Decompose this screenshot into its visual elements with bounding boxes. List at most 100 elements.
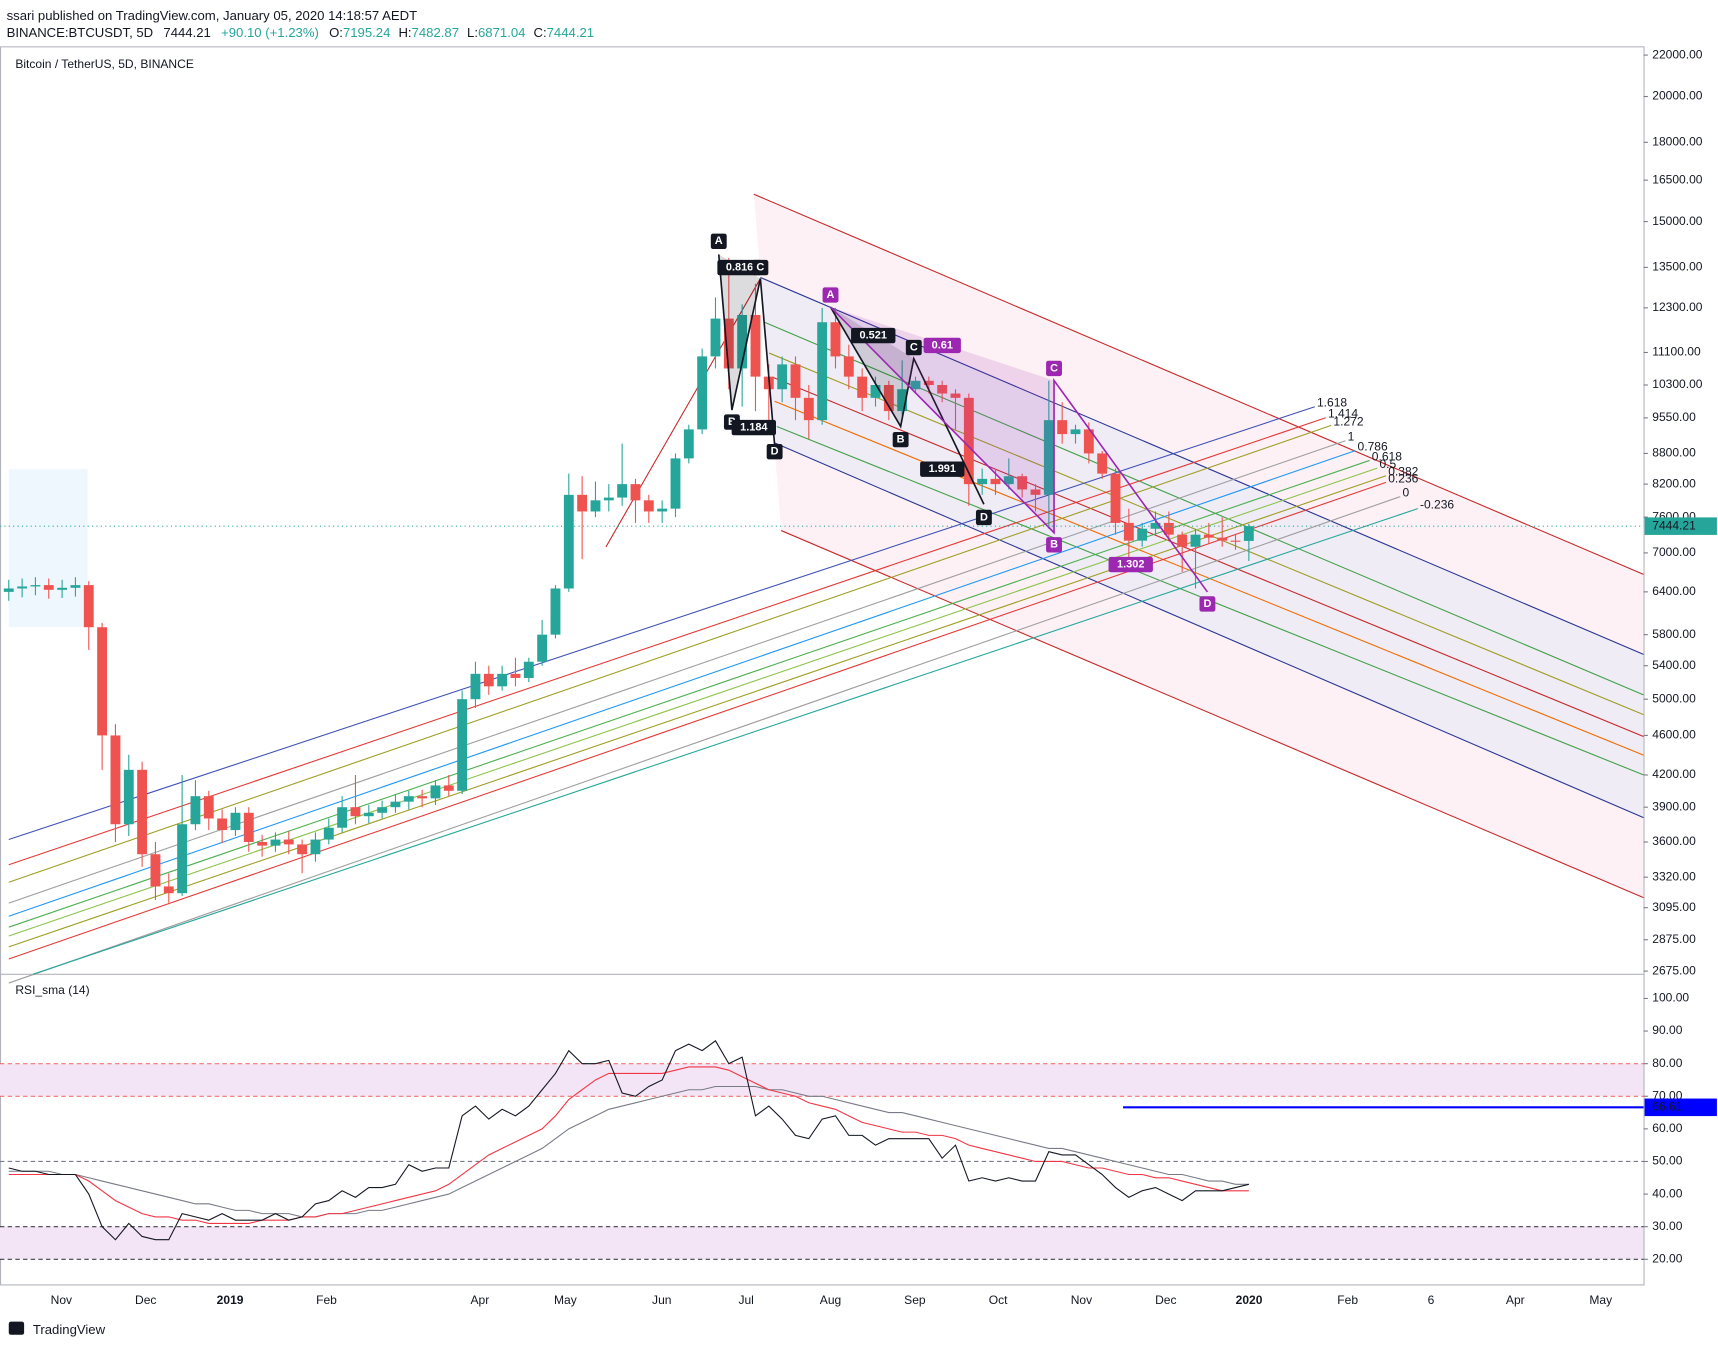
candle-body xyxy=(710,318,721,357)
candle-body xyxy=(283,839,294,845)
candle-body xyxy=(390,801,401,808)
high-value: 7482.87 xyxy=(412,26,459,41)
candle-body xyxy=(1150,522,1161,529)
candle-body xyxy=(1070,429,1081,435)
candle-body xyxy=(697,356,708,430)
candle-body xyxy=(1137,528,1148,541)
candle-body xyxy=(657,508,668,512)
x-tick-label: 2020 xyxy=(1236,1293,1263,1307)
candle-body xyxy=(190,796,201,825)
candle-body xyxy=(1163,522,1174,535)
candle-body xyxy=(737,314,748,369)
pattern-label: C xyxy=(756,261,764,273)
y-tick-label: 16500.00 xyxy=(1652,172,1703,186)
pattern-label: 0.61 xyxy=(932,339,953,351)
fib-line xyxy=(8,496,1401,984)
candle-body xyxy=(1030,489,1041,495)
candle-body xyxy=(1043,420,1054,495)
pattern-label: A xyxy=(827,289,835,301)
candle-body xyxy=(270,839,281,846)
x-tick-label: Aug xyxy=(820,1293,841,1307)
x-tick-label: Jun xyxy=(652,1293,671,1307)
pitchfork-line xyxy=(753,193,1644,575)
candle-body xyxy=(123,769,134,825)
candle-body xyxy=(1243,526,1254,541)
pattern-label-box xyxy=(851,327,896,344)
pattern-label-box xyxy=(905,339,922,356)
candle-body xyxy=(803,397,814,421)
y-tick-label: 100.00 xyxy=(1652,991,1689,1005)
fib-label: 1.272 xyxy=(1333,414,1363,428)
x-tick-label: Jul xyxy=(738,1293,753,1307)
candle-body xyxy=(550,588,561,635)
candle-body xyxy=(3,588,14,592)
candle-body xyxy=(377,807,388,813)
candle-body xyxy=(910,380,921,390)
candle-body xyxy=(1017,476,1028,490)
x-tick-label: Dec xyxy=(135,1293,156,1307)
y-tick-label: 9550.00 xyxy=(1652,410,1696,424)
candle-body xyxy=(670,458,681,509)
pattern-line xyxy=(717,254,776,446)
candle-body xyxy=(30,585,41,587)
candle-body xyxy=(883,384,894,412)
y-tick-label: 3320.00 xyxy=(1652,869,1696,883)
candle-body xyxy=(1083,429,1094,454)
close-label: C: xyxy=(534,26,547,41)
candle-body xyxy=(857,376,868,398)
x-tick-label: May xyxy=(1589,1293,1612,1307)
candle-body xyxy=(163,886,174,894)
pattern-label: D xyxy=(980,511,988,523)
last-price-label: 7444.21 xyxy=(1652,518,1696,532)
candle-body xyxy=(483,673,494,687)
highlight-box xyxy=(8,469,88,627)
candle-body xyxy=(817,322,828,421)
candle-body xyxy=(990,478,1001,485)
candle-body xyxy=(1230,540,1241,542)
candle-body xyxy=(723,318,734,369)
y-tick-label: 8200.00 xyxy=(1652,476,1696,490)
fib-line xyxy=(8,406,1315,841)
fib-label: 0.5 xyxy=(1379,457,1396,471)
candle-body xyxy=(563,494,574,589)
y-tick-label: 18000.00 xyxy=(1652,135,1703,149)
candle-body xyxy=(977,478,988,485)
rsi-line xyxy=(8,1085,1249,1218)
candle-body xyxy=(750,314,761,377)
close-value: 7444.21 xyxy=(547,26,594,41)
hline-label: 66.61 xyxy=(1652,1100,1682,1114)
pattern-line xyxy=(829,306,1209,593)
rsi-band xyxy=(0,1063,1644,1097)
y-tick-label: 13500.00 xyxy=(1652,260,1703,274)
y-tick-label: 15000.00 xyxy=(1652,214,1703,228)
pattern-label-box xyxy=(731,419,777,436)
x-tick-label: Apr xyxy=(1506,1293,1525,1307)
y-tick-label: 6400.00 xyxy=(1652,584,1696,598)
candle-body xyxy=(403,796,414,802)
y-tick-label: 80.00 xyxy=(1652,1056,1682,1070)
candle-body xyxy=(1203,534,1214,538)
candle-body xyxy=(683,429,694,459)
y-tick-label: 20.00 xyxy=(1652,1251,1682,1265)
pattern-label-box xyxy=(710,233,727,249)
pattern-label: A xyxy=(715,235,723,247)
candle-body xyxy=(177,824,188,894)
pattern-label-box xyxy=(766,444,783,460)
candle-body xyxy=(843,356,854,377)
y-tick-label: 50.00 xyxy=(1652,1154,1682,1168)
x-tick-label: Nov xyxy=(1071,1293,1092,1307)
fib-line xyxy=(32,508,1418,975)
y-tick-label: 5400.00 xyxy=(1652,658,1696,672)
y-tick-label: 90.00 xyxy=(1652,1023,1682,1037)
fib-line xyxy=(8,475,1387,948)
candle-body xyxy=(963,397,974,485)
y-tick-label: 3900.00 xyxy=(1652,799,1696,813)
pattern-label-box xyxy=(975,509,992,526)
candle-body xyxy=(523,661,534,678)
candle-body xyxy=(110,735,121,825)
candle-body xyxy=(603,497,614,501)
candle-body xyxy=(323,827,334,840)
candle-body xyxy=(630,484,641,501)
fib-label: 1 xyxy=(1348,430,1355,444)
fib-label: 1.414 xyxy=(1328,407,1358,421)
